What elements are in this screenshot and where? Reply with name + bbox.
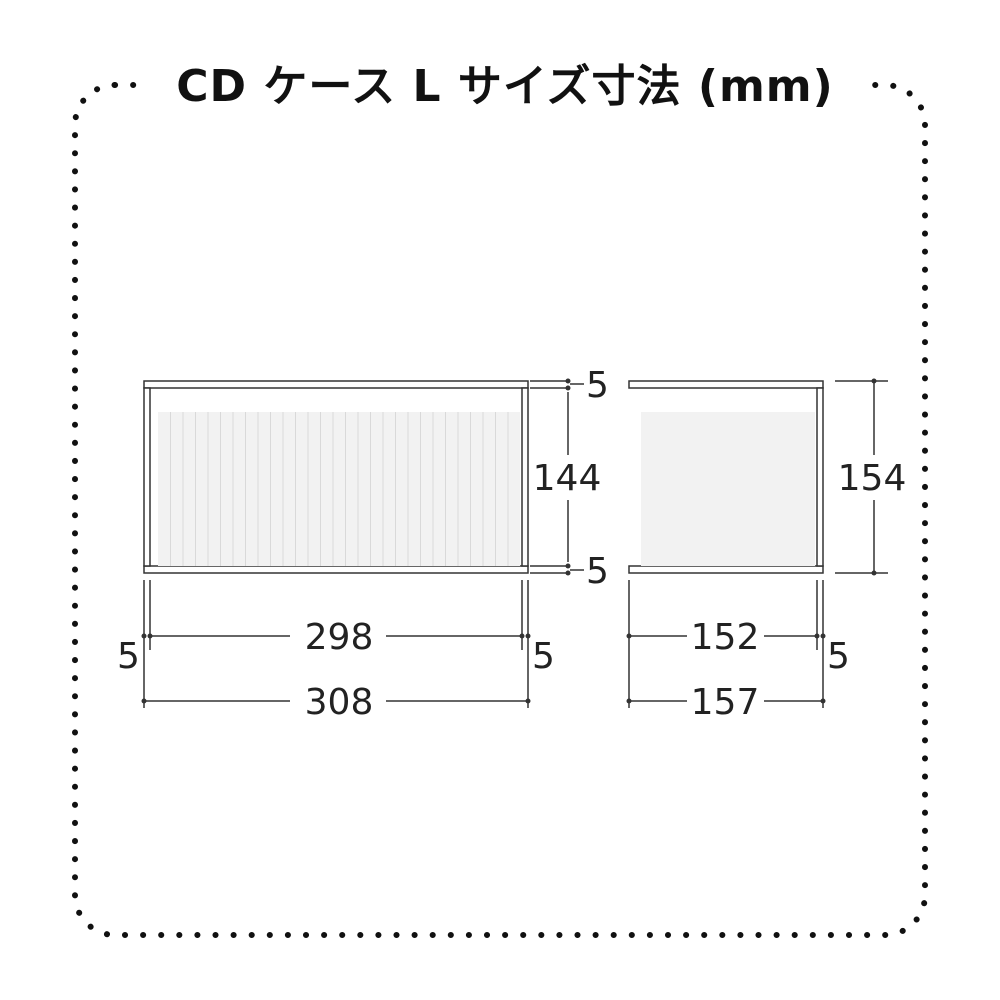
side-view <box>628 380 824 574</box>
side-bottom-board <box>628 565 824 574</box>
front-left-thickness-label: 5 <box>117 636 140 677</box>
front-inner-height-label: 144 <box>533 458 602 499</box>
side-height-dimension <box>835 380 888 574</box>
side-inner-depth-label: 152 <box>691 617 760 658</box>
page-title: CD ケース L サイズ寸法 (mm) <box>140 52 870 122</box>
side-height-ticks <box>871 378 877 576</box>
side-cd-panel <box>641 412 815 566</box>
front-right-thickness-label: 5 <box>532 636 555 677</box>
front-top-thickness-label: 5 <box>586 365 609 406</box>
front-top-board <box>143 380 529 389</box>
front-right-board <box>521 387 529 567</box>
front-left-board <box>143 387 151 567</box>
side-depth-ticks <box>626 633 826 704</box>
front-width-ticks <box>141 633 531 704</box>
side-depth-dimension <box>628 580 824 708</box>
front-view <box>143 380 529 574</box>
front-inner-width-label: 298 <box>305 617 374 658</box>
front-height-dimension <box>530 380 584 574</box>
front-height-ticks <box>565 378 571 576</box>
front-bottom-board <box>143 565 529 574</box>
front-total-width-label: 308 <box>305 682 374 723</box>
front-bottom-thickness-label: 5 <box>586 551 609 592</box>
side-back-thickness-label: 5 <box>827 636 850 677</box>
front-cd-panel <box>158 412 520 566</box>
front-cd-slats <box>170 412 509 566</box>
side-total-depth-label: 157 <box>691 682 760 723</box>
side-back-board <box>816 387 824 567</box>
side-total-height-label: 154 <box>838 458 907 499</box>
front-width-dimension <box>143 580 529 708</box>
side-top-board <box>628 380 824 389</box>
